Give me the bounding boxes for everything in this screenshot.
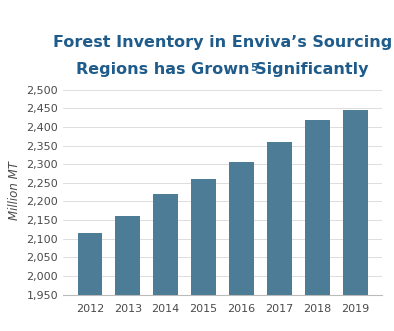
Bar: [191, 179, 216, 331]
Bar: [305, 119, 330, 331]
Bar: [267, 142, 292, 331]
Bar: [343, 110, 368, 331]
Bar: [229, 163, 254, 331]
Text: Regions has Grown Significantly: Regions has Grown Significantly: [76, 62, 369, 77]
Text: 5: 5: [250, 63, 257, 73]
Bar: [115, 216, 140, 331]
Bar: [78, 233, 102, 331]
Text: Forest Inventory in Enviva’s Sourcing: Forest Inventory in Enviva’s Sourcing: [53, 34, 392, 50]
Text: Regions has Grown5 Significantly: Regions has Grown5 Significantly: [71, 62, 374, 77]
Bar: [153, 194, 178, 331]
Y-axis label: Million MT: Million MT: [8, 161, 21, 220]
